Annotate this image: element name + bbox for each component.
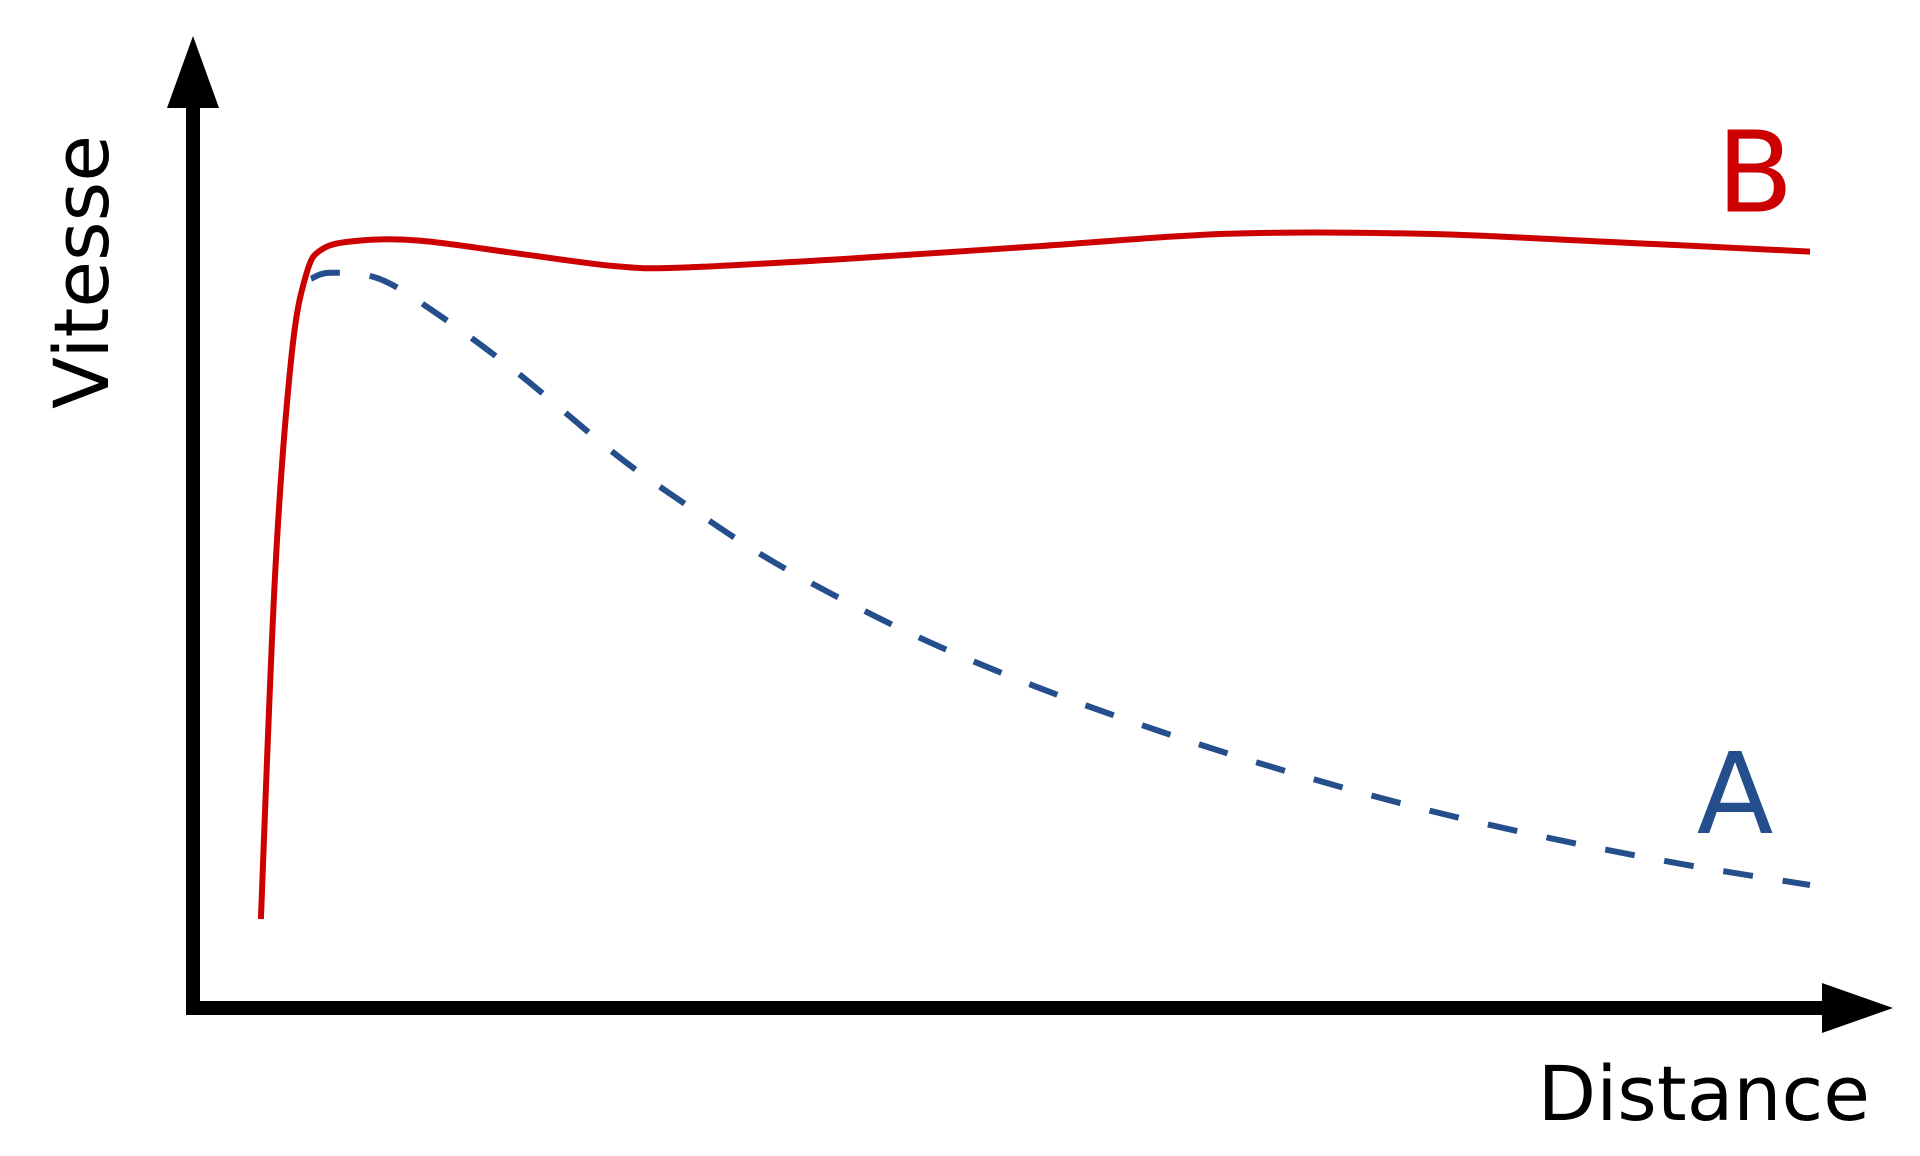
- series-labels: BA: [1697, 109, 1794, 860]
- series-line-a: [309, 269, 1811, 888]
- series-label-a: A: [1697, 730, 1774, 860]
- y-axis-arrow: [167, 36, 219, 108]
- series-layer: [257, 229, 1811, 920]
- x-axis-label: Distance: [1538, 1049, 1870, 1138]
- axes: [167, 36, 1893, 1033]
- series-line-b: [257, 229, 1811, 920]
- x-axis-arrow: [1822, 983, 1893, 1033]
- y-axis-label: Vitesse: [37, 135, 126, 409]
- series-label-b: B: [1717, 109, 1794, 239]
